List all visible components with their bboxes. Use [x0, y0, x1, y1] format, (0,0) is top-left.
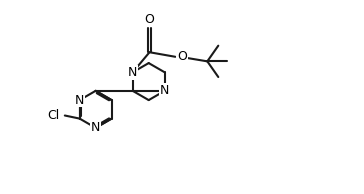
Text: O: O	[145, 13, 154, 26]
Text: N: N	[75, 94, 84, 107]
Text: O: O	[177, 50, 187, 63]
Text: N: N	[91, 121, 100, 134]
Text: N: N	[128, 66, 137, 79]
Text: N: N	[160, 84, 169, 97]
Text: Cl: Cl	[47, 109, 60, 122]
